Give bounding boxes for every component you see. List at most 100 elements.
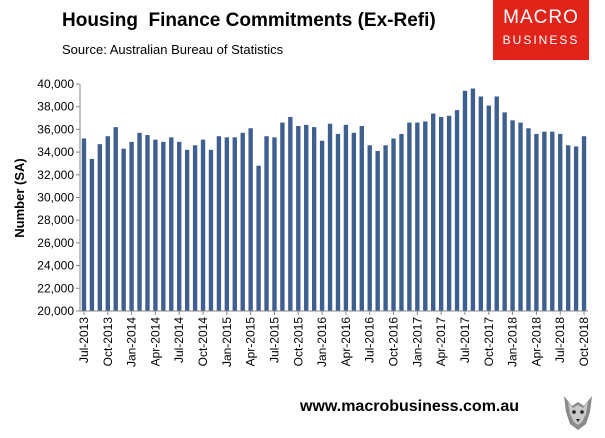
bar-Apr-2018 [534,133,539,311]
bar-Jun-2014 [169,137,174,311]
bar-Jan-2017 [415,122,420,311]
x-tick-label: Apr-2016 [339,317,353,367]
bar-Oct-2016 [391,138,396,311]
macrobusiness-logo: MACRO BUSINESS [493,0,589,60]
x-tick-label: Apr-2014 [148,317,162,367]
bar-May-2014 [161,141,166,311]
bar-Aug-2017 [470,88,476,311]
bar-Apr-2016 [343,124,349,311]
x-tick-label: Jul-2017 [458,317,472,363]
x-tick-label: Apr-2015 [244,317,258,367]
x-tick-label: Jul-2018 [553,317,567,363]
x-tick-label: Oct-2016 [387,317,401,367]
y-tick-label: 30,000 [37,191,74,205]
y-tick-label: 38,000 [37,100,74,114]
logo-line-1: MACRO [503,7,579,28]
bar-Oct-2017 [486,105,491,311]
y-tick-label: 20,000 [37,304,74,318]
bar-Feb-2017 [423,121,428,312]
y-tick-label: 36,000 [37,122,74,136]
y-axis-label: Number (SA) [12,158,27,237]
bar-Nov-2014 [208,149,214,311]
bar-Aug-2013 [89,158,95,311]
bar-Nov-2016 [399,133,404,311]
y-tick-label: 22,000 [37,281,74,295]
bar-Aug-2014 [184,149,190,311]
bar-series [81,88,587,312]
bar-Aug-2015 [280,122,285,311]
bar-Jul-2017 [462,90,468,311]
bar-Dec-2015 [311,127,317,311]
bar-Sep-2018 [573,146,579,311]
bar-Jan-2018 [510,120,515,311]
bar-Oct-2018 [581,136,587,311]
y-axis: 20,000 22,000 24,000 26,000 28,000 30,000 32,0… [37,77,81,318]
bar-Jul-2018 [558,133,563,311]
bar-Jan-2014 [129,141,134,311]
bar-Jan-2015 [224,137,230,311]
bar-Feb-2014 [137,132,142,311]
bar-Jun-2015 [264,136,269,311]
bar-Sep-2015 [288,116,293,311]
y-tick-label: 28,000 [37,213,74,227]
x-axis: Jul-2013 Oct-2013 Jan-2014 Apr-2014 Jul-2014… [77,310,591,367]
bar-Jul-2016 [367,145,372,311]
bar-Apr-2014 [153,139,158,311]
bar-Sep-2017 [478,96,484,312]
x-tick-label: Oct-2017 [482,317,496,367]
bar-Jan-2016 [319,140,325,311]
y-tick-label: 34,000 [37,145,74,159]
x-tick-label: Jul-2016 [363,317,377,363]
bar-Mar-2018 [526,128,531,311]
bar-May-2015 [256,165,261,311]
bar-Jul-2014 [177,141,182,311]
bar-Sep-2016 [383,145,388,311]
bar-Jun-2017 [454,110,460,311]
bar-Nov-2017 [494,96,499,312]
bar-Mar-2015 [240,132,245,311]
x-tick-label: Jan-2017 [410,317,424,367]
bar-Feb-2016 [327,123,333,311]
y-tick-label: 24,000 [37,259,74,273]
bar-Aug-2016 [375,150,380,311]
bar-Jun-2018 [550,131,555,311]
bar-Nov-2015 [304,124,309,311]
x-tick-label: Oct-2015 [291,317,305,367]
bar-Dec-2016 [407,122,412,311]
bar-Dec-2013 [121,148,126,311]
bar-Sep-2014 [192,145,198,311]
bar-Oct-2014 [200,139,206,311]
x-tick-label: Oct-2018 [577,317,591,367]
chart-title: Housing Finance Commitments (Ex-Refi) [62,10,436,31]
x-tick-label: Apr-2018 [529,317,543,367]
bar-Sep-2013 [97,144,103,311]
wolf-icon [558,392,598,432]
bar-Mar-2016 [335,133,341,311]
bar-Nov-2013 [113,127,118,311]
x-tick-label: Jan-2018 [506,317,520,367]
bar-Aug-2018 [565,145,571,311]
bar-Jun-2016 [359,126,364,311]
y-tick-label: 26,000 [37,236,74,250]
bar-Dec-2014 [216,136,222,311]
y-tick-label: 40,000 [37,77,74,91]
bar-Oct-2013 [105,136,110,311]
bar-Oct-2015 [296,126,301,311]
logo-line-2: BUSINESS [502,33,580,47]
y-tick-label: 32,000 [37,168,74,182]
bar-Mar-2014 [145,135,150,311]
x-tick-label: Jan-2016 [315,317,329,367]
x-tick-label: Jan-2015 [220,317,234,367]
website-url: www.macrobusiness.com.au [300,398,520,415]
x-tick-label: Apr-2017 [434,317,448,367]
bar-Apr-2015 [248,128,253,311]
chart-source: Source: Australian Bureau of Statistics [62,42,284,57]
x-tick-label: Jul-2014 [172,317,186,363]
bar-Jul-2015 [272,137,277,311]
x-tick-label: Oct-2014 [196,317,210,367]
bar-Feb-2018 [518,122,523,311]
bar-May-2017 [446,115,452,311]
bar-Mar-2017 [431,113,436,311]
x-tick-label: Oct-2013 [101,317,115,367]
bar-Jul-2013 [81,138,87,311]
